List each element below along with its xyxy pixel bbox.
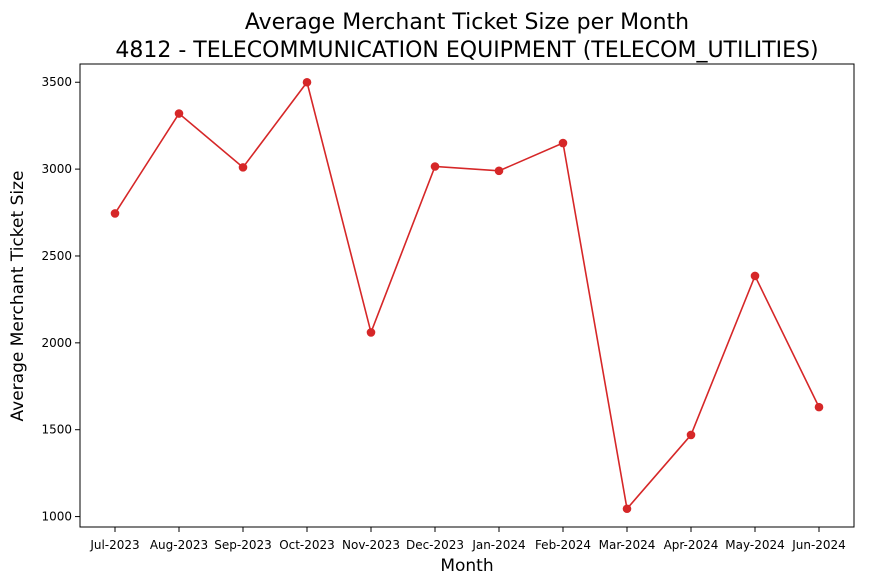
data-point: [302, 77, 312, 87]
data-point: [814, 402, 824, 412]
data-point: [110, 209, 120, 218]
data-point: [174, 109, 184, 118]
x-tick-label: Jan-2024: [471, 538, 525, 552]
x-axis: Jul-2023 Aug-2023 Sep-2023 Oct-2023 Nov-2023…: [89, 527, 846, 552]
x-tick-label: Sep-2023: [214, 538, 272, 552]
y-tick-label: 3500: [41, 75, 72, 89]
x-tick-label: Aug-2023: [150, 538, 208, 552]
x-tick-label: Jun-2024: [791, 538, 846, 552]
data-point: [430, 162, 440, 171]
data-point: [750, 271, 760, 281]
y-tick-label: 1000: [41, 510, 72, 524]
x-axis-label: Month: [440, 556, 493, 576]
data-point: [622, 504, 632, 514]
series-layer: [110, 77, 824, 514]
x-tick-label: Mar-2024: [599, 538, 656, 552]
y-tick-label: 2500: [41, 249, 72, 263]
y-axis-label: Average Merchant Ticket Size: [8, 171, 28, 422]
data-point: [558, 138, 568, 148]
x-tick-label: Apr-2024: [664, 538, 719, 552]
y-tick-label: 2000: [41, 336, 72, 350]
chart-title: Average Merchant Ticket Size per Month: [245, 10, 689, 35]
x-tick-label: May-2024: [725, 538, 784, 552]
data-point: [238, 163, 248, 172]
x-tick-label: Dec-2023: [406, 538, 464, 552]
x-tick-label: Feb-2024: [535, 538, 591, 552]
data-point: [366, 328, 376, 337]
series-line: [114, 80, 820, 511]
x-tick-label: Nov-2023: [342, 538, 400, 552]
x-tick-label: Jul-2023: [89, 538, 139, 552]
plot-area: [79, 63, 855, 528]
chart-subtitle: 4812 - TELECOMMUNICATION EQUIPMENT (TELE…: [115, 38, 818, 63]
x-tick-label: Oct-2023: [279, 538, 335, 552]
y-tick-label: 1500: [41, 423, 72, 437]
data-point: [686, 430, 696, 440]
y-tick-label: 3000: [41, 162, 72, 176]
y-axis: 1000 1500 2000 2500 3000 3500: [41, 75, 80, 524]
data-point: [494, 166, 504, 176]
